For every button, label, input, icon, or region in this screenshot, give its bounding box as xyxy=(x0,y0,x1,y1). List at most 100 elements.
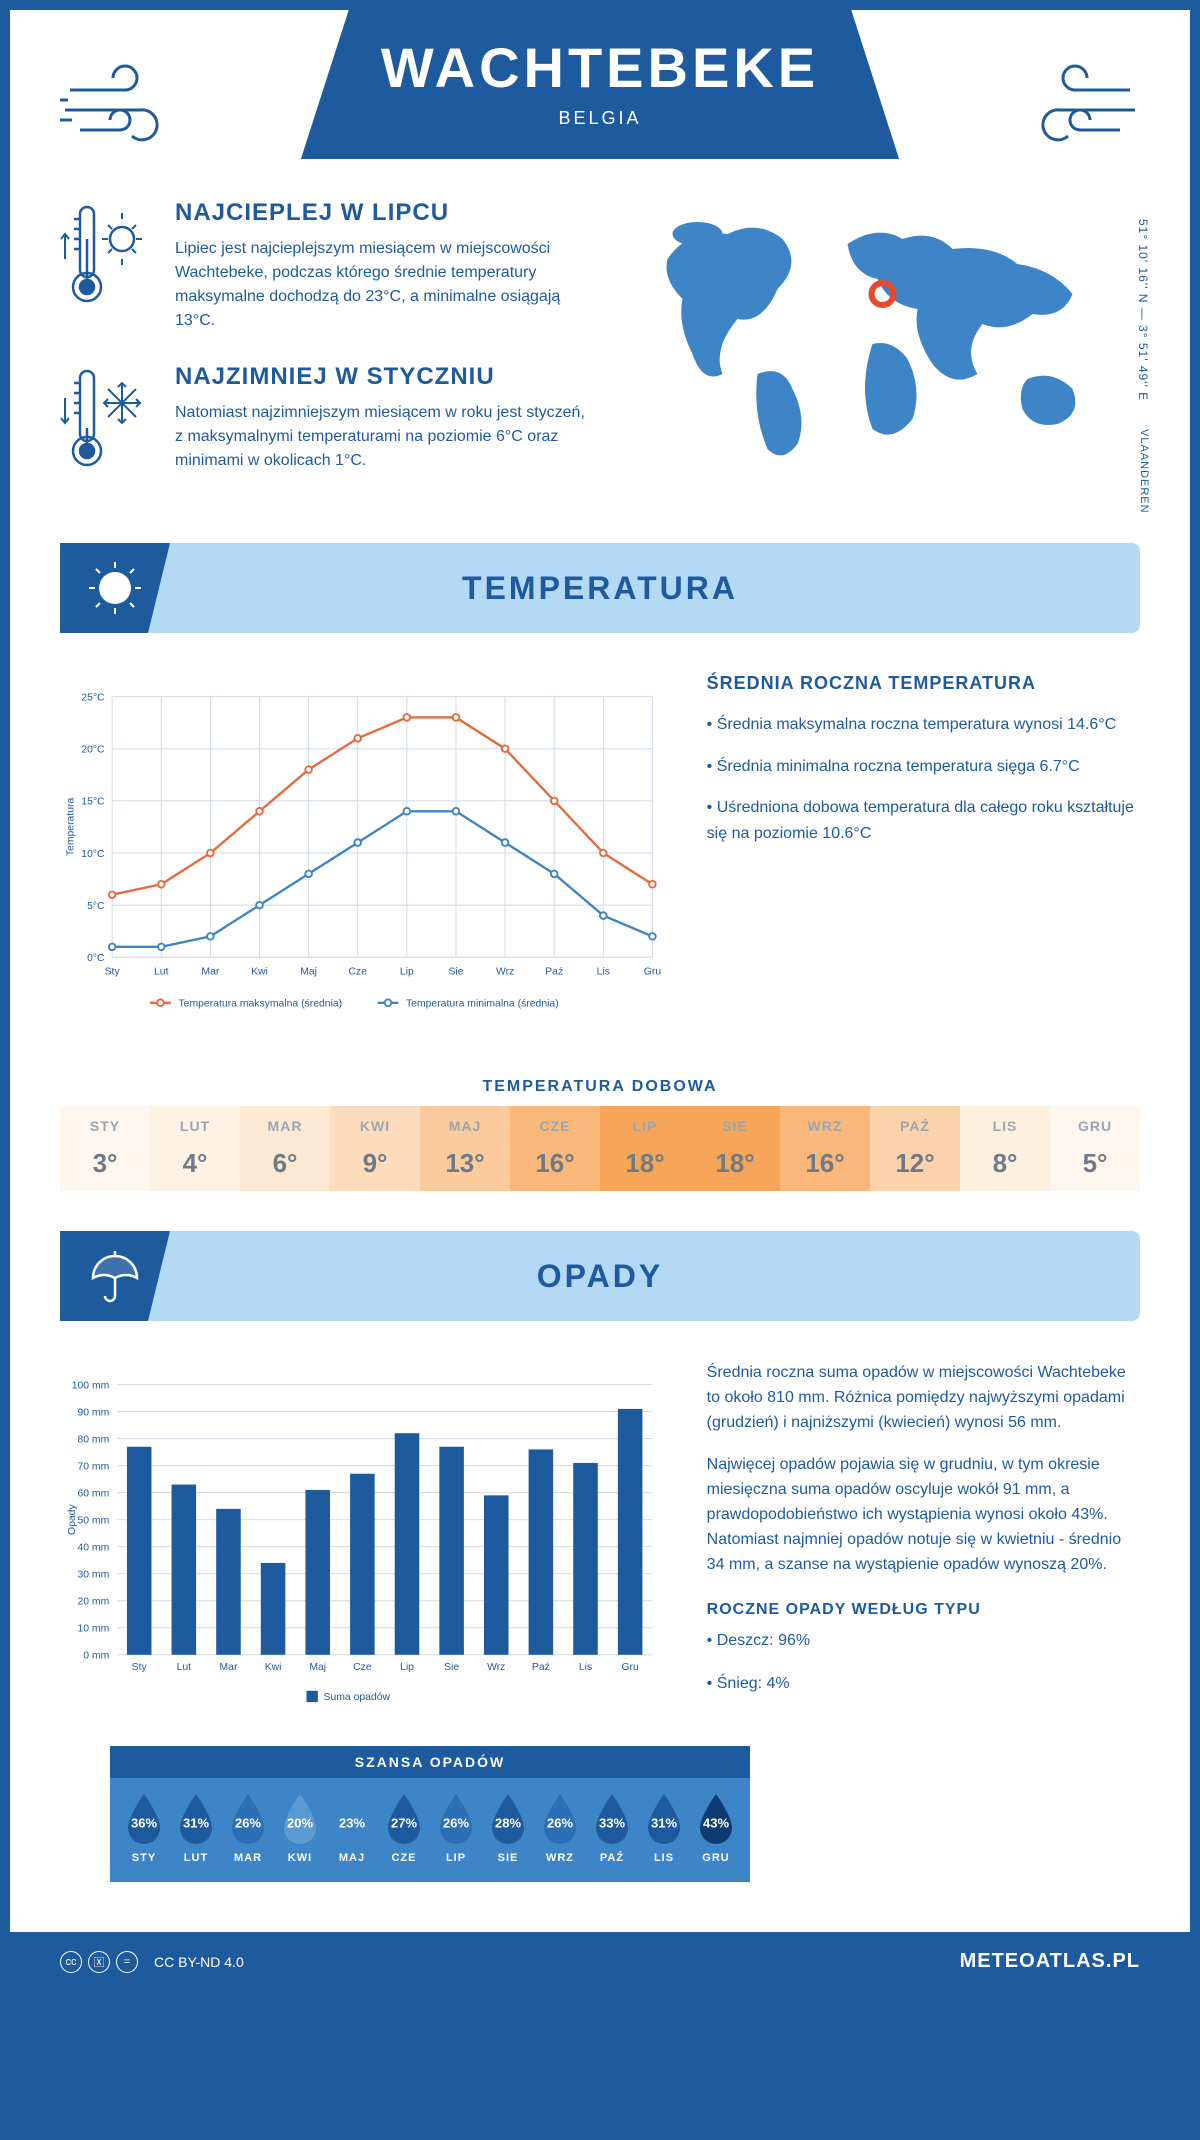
rain-drop-cell: 26%LIP xyxy=(435,1792,477,1864)
coordinates: 51° 10' 16'' N — 3° 51' 49'' E xyxy=(1136,219,1150,401)
umbrella-icon xyxy=(85,1246,145,1306)
svg-text:5°C: 5°C xyxy=(87,901,105,912)
temp-summary-heading: ŚREDNIA ROCZNA TEMPERATURA xyxy=(707,673,1140,694)
heatmap-cell: MAJ13° xyxy=(420,1106,510,1191)
precipitation-summary: Średnia roczna suma opadów w miejscowośc… xyxy=(707,1361,1140,1726)
precipitation-body: 0 mm10 mm20 mm30 mm40 mm50 mm60 mm70 mm8… xyxy=(10,1331,1190,1736)
svg-text:80 mm: 80 mm xyxy=(77,1434,109,1445)
svg-text:Kwi: Kwi xyxy=(251,966,268,977)
heatmap-cell: LIP18° xyxy=(600,1106,690,1191)
svg-text:10°C: 10°C xyxy=(81,849,105,860)
rain-drop-cell: 20%KWI xyxy=(279,1792,321,1864)
svg-text:Opady: Opady xyxy=(67,1504,78,1535)
rain-drop-cell: 43%GRU xyxy=(695,1792,737,1864)
heatmap-cell: LUT4° xyxy=(150,1106,240,1191)
precip-para: Najwięcej opadów pojawia się w grudniu, … xyxy=(707,1453,1140,1577)
license-block: cc 🅇 = CC BY-ND 4.0 xyxy=(60,1951,244,1973)
svg-text:Sty: Sty xyxy=(105,966,121,977)
rain-drop-cell: 31%LIS xyxy=(643,1792,685,1864)
svg-text:50 mm: 50 mm xyxy=(77,1515,109,1526)
rain-drop-cell: 28%SIE xyxy=(487,1792,529,1864)
heatmap-cell: LIS8° xyxy=(960,1106,1050,1191)
svg-text:Lis: Lis xyxy=(579,1662,592,1673)
precip-para: Średnia roczna suma opadów w miejscowośc… xyxy=(707,1361,1140,1435)
rain-drop-cell: 26%MAR xyxy=(227,1792,269,1864)
infographic-container: WACHTEBEKE BELGIA xyxy=(10,10,1190,1991)
svg-text:Maj: Maj xyxy=(300,966,317,977)
daily-temp-title: TEMPERATURA DOBOWA xyxy=(10,1078,1190,1096)
temperature-section-header: TEMPERATURA xyxy=(60,543,1140,633)
rain-drop-cell: 26%WRZ xyxy=(539,1792,581,1864)
svg-text:Gru: Gru xyxy=(621,1662,639,1673)
nd-icon: = xyxy=(116,1951,138,1973)
svg-text:Lis: Lis xyxy=(597,966,610,977)
brand-name: METEOATLAS.PL xyxy=(960,1950,1140,1973)
by-icon: 🅇 xyxy=(88,1951,110,1973)
svg-text:Cze: Cze xyxy=(353,1662,372,1673)
heatmap-cell: SIE18° xyxy=(690,1106,780,1191)
svg-text:Suma opadów: Suma opadów xyxy=(324,1692,391,1703)
region-label: VLAANDEREN xyxy=(1138,429,1150,514)
svg-text:Sie: Sie xyxy=(444,1662,459,1673)
coldest-title: NAJZIMNIEJ W STYCZNIU xyxy=(175,363,585,391)
rain-drop-cell: 36%STY xyxy=(123,1792,165,1864)
hottest-fact: NAJCIEPLEJ W LIPCU Lipiec jest najcieple… xyxy=(60,199,585,333)
svg-text:Lip: Lip xyxy=(400,966,414,977)
thermometer-hot-icon xyxy=(60,199,150,309)
world-map-block: 51° 10' 16'' N — 3° 51' 49'' E VLAANDERE… xyxy=(615,199,1140,503)
heatmap-cell: GRU5° xyxy=(1050,1106,1140,1191)
precip-type-heading: ROCZNE OPADY WEDŁUG TYPU xyxy=(707,1601,1140,1619)
svg-text:Sie: Sie xyxy=(448,966,463,977)
svg-text:70 mm: 70 mm xyxy=(77,1461,109,1472)
svg-text:Sty: Sty xyxy=(132,1662,148,1673)
country-name: BELGIA xyxy=(381,108,819,129)
heatmap-cell: MAR6° xyxy=(240,1106,330,1191)
svg-text:20°C: 20°C xyxy=(81,745,105,756)
precip-type-line: • Deszcz: 96% xyxy=(707,1629,1140,1654)
svg-text:25°C: 25°C xyxy=(81,692,105,703)
precipitation-section-header: OPADY xyxy=(60,1231,1140,1321)
svg-text:Temperatura maksymalna (średni: Temperatura maksymalna (średnia) xyxy=(178,999,342,1010)
precip-type-line: • Śnieg: 4% xyxy=(707,1672,1140,1697)
svg-text:100 mm: 100 mm xyxy=(72,1380,110,1391)
rain-drop-cell: 33%PAŹ xyxy=(591,1792,633,1864)
sun-icon xyxy=(85,558,145,618)
rain-drop-cell: 31%LUT xyxy=(175,1792,217,1864)
svg-text:Kwi: Kwi xyxy=(265,1662,282,1673)
svg-text:90 mm: 90 mm xyxy=(77,1407,109,1418)
license-text: CC BY-ND 4.0 xyxy=(154,1954,244,1970)
svg-text:Cze: Cze xyxy=(348,966,367,977)
precipitation-bar-chart: 0 mm10 mm20 mm30 mm40 mm50 mm60 mm70 mm8… xyxy=(60,1361,667,1721)
temp-summary-line: • Średnia minimalna roczna temperatura s… xyxy=(707,754,1140,780)
svg-text:Gru: Gru xyxy=(644,966,662,977)
svg-text:Maj: Maj xyxy=(309,1662,326,1673)
heatmap-cell: CZE16° xyxy=(510,1106,600,1191)
footer: cc 🅇 = CC BY-ND 4.0 METEOATLAS.PL xyxy=(10,1932,1190,1991)
coldest-body: Natomiast najzimniejszym miesiącem w rok… xyxy=(175,401,585,473)
world-map-icon xyxy=(615,199,1140,479)
daily-temperature-heatmap: STY3°LUT4°MAR6°KWI9°MAJ13°CZE16°LIP18°SI… xyxy=(60,1106,1140,1191)
city-name: WACHTEBEKE xyxy=(381,35,819,100)
svg-text:Wrz: Wrz xyxy=(496,966,514,977)
intro-section: NAJCIEPLEJ W LIPCU Lipiec jest najcieple… xyxy=(10,179,1190,533)
svg-text:10 mm: 10 mm xyxy=(77,1624,109,1635)
wind-icon-left xyxy=(60,55,200,155)
svg-text:60 mm: 60 mm xyxy=(77,1488,109,1499)
temperature-body: 0°C5°C10°C15°C20°C25°CStyLutMarKwiMajCze… xyxy=(10,643,1190,1068)
svg-text:Paź: Paź xyxy=(532,1662,550,1673)
svg-text:0°C: 0°C xyxy=(87,953,105,964)
temp-summary-line: • Średnia maksymalna roczna temperatura … xyxy=(707,712,1140,738)
svg-text:Temperatura: Temperatura xyxy=(65,798,76,857)
svg-text:0 mm: 0 mm xyxy=(83,1651,109,1662)
svg-text:Paź: Paź xyxy=(545,966,563,977)
rain-chance-title: SZANSA OPADÓW xyxy=(110,1746,750,1778)
title-banner: WACHTEBEKE BELGIA xyxy=(301,10,899,159)
heatmap-cell: STY3° xyxy=(60,1106,150,1191)
svg-text:30 mm: 30 mm xyxy=(77,1569,109,1580)
cc-icon: cc xyxy=(60,1951,82,1973)
svg-text:Wrz: Wrz xyxy=(487,1662,505,1673)
header: WACHTEBEKE BELGIA xyxy=(10,10,1190,179)
thermometer-cold-icon xyxy=(60,363,150,473)
svg-text:Lut: Lut xyxy=(177,1662,192,1673)
svg-text:Lip: Lip xyxy=(400,1662,414,1673)
